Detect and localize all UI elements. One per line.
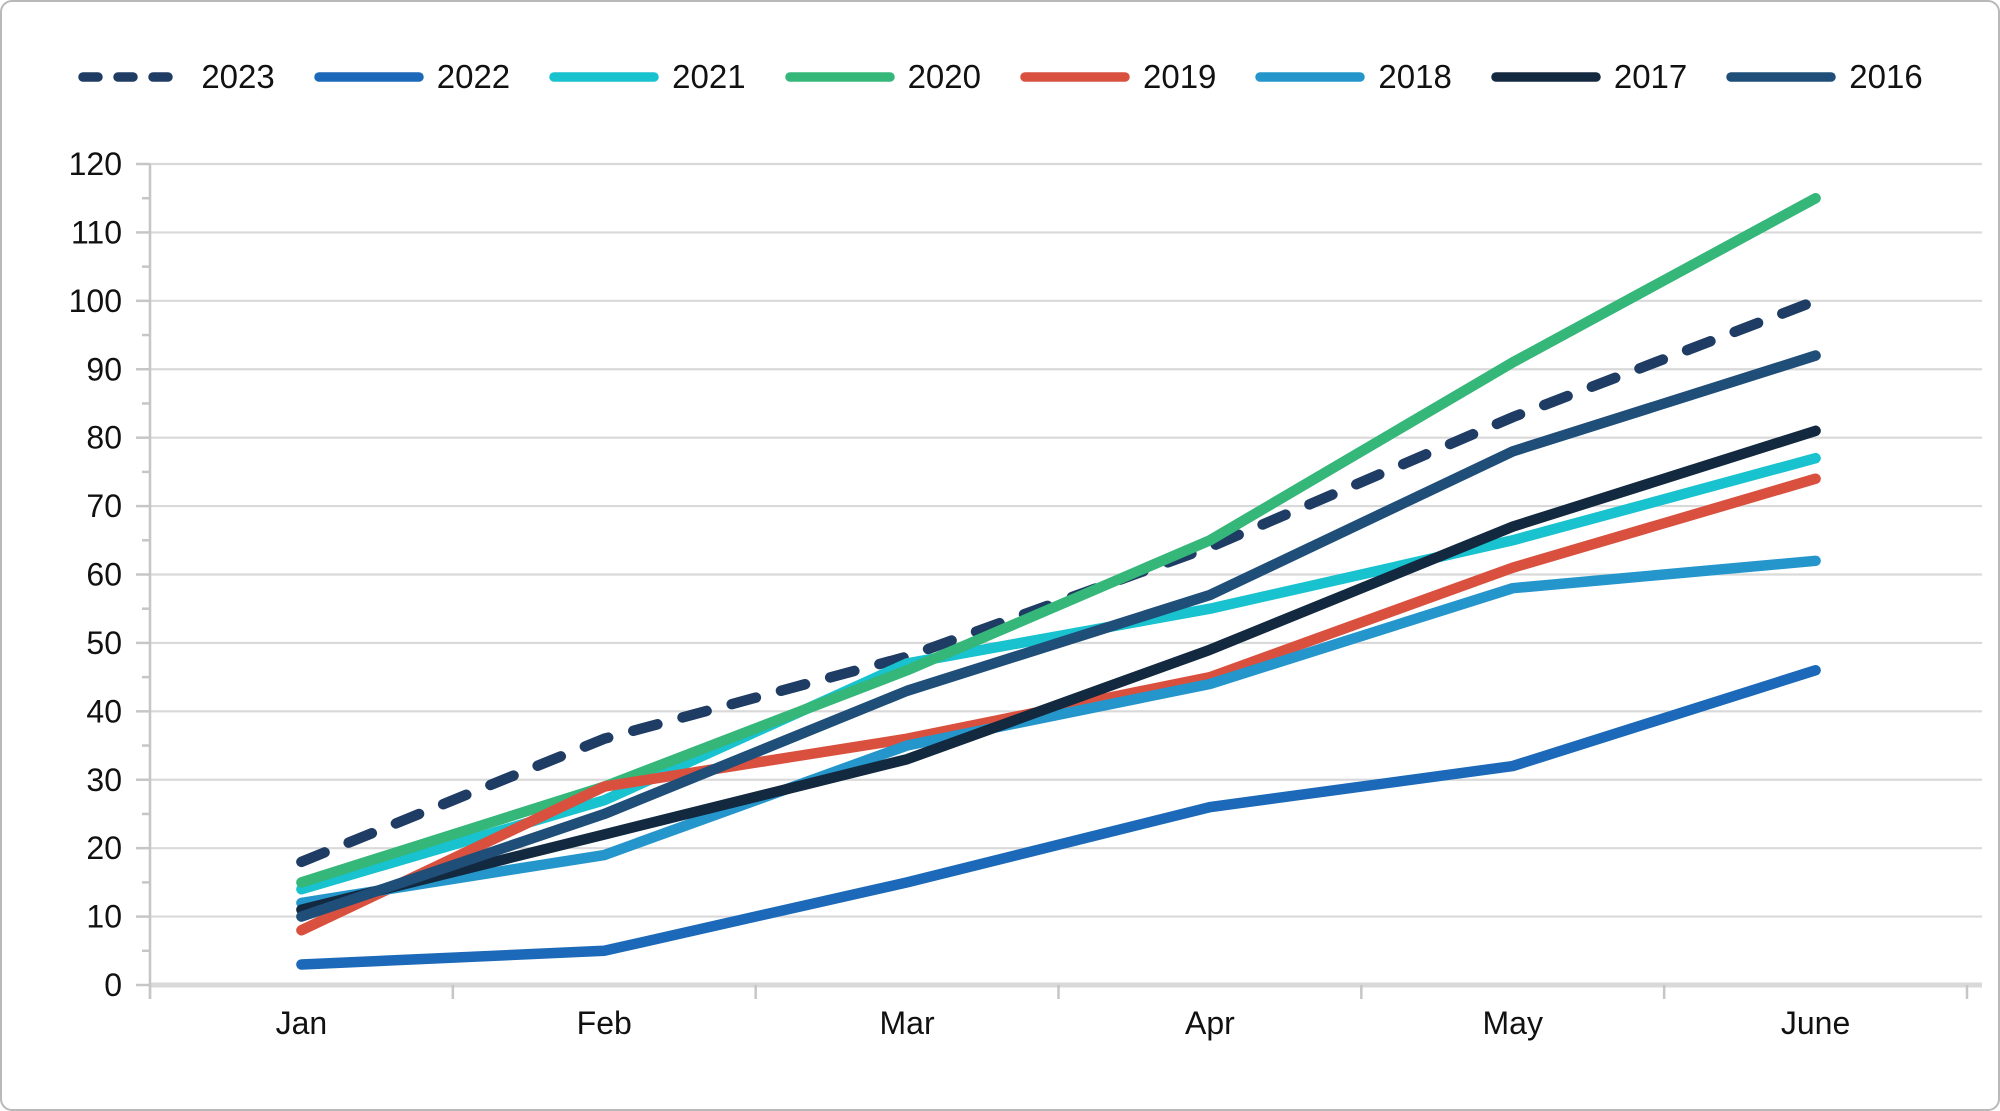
- legend-item-2022: 2022: [313, 60, 510, 93]
- legend-label-2023: 2023: [201, 58, 275, 95]
- legend-item-2020: 2020: [784, 60, 981, 93]
- legend-swatch-2020: [784, 71, 895, 82]
- y-tick-label-70: 70: [86, 488, 122, 524]
- y-tick-label-90: 90: [86, 351, 122, 387]
- legend-item-2019: 2019: [1019, 60, 1216, 93]
- legend-swatch-2023: [78, 71, 189, 82]
- series-line-2017: [296, 425, 1821, 915]
- x-tick-label-Apr: Apr: [1185, 1005, 1235, 1041]
- series-line-2023: [296, 295, 1821, 868]
- legend-item-2016: 2016: [1725, 58, 1923, 95]
- y-tick-label-60: 60: [86, 557, 122, 593]
- x-tick-label-Jan: Jan: [276, 1005, 328, 1041]
- y-tick-label-30: 30: [86, 762, 122, 798]
- y-tick-label-0: 0: [104, 967, 122, 1003]
- y-tick-label-40: 40: [86, 693, 122, 729]
- legend-label-2020: 2020: [907, 58, 981, 95]
- x-tick-label-Feb: Feb: [577, 1005, 632, 1041]
- legend-swatch-2022: [313, 71, 424, 82]
- legend-item-2021: 2021: [548, 58, 746, 95]
- series-line-2018: [296, 555, 1821, 909]
- series-line-2016: [296, 350, 1821, 922]
- legend-swatch-2021: [549, 71, 659, 82]
- y-tick-label-50: 50: [86, 625, 122, 661]
- legend-label-2017: 2017: [1613, 58, 1688, 95]
- y-tick-label-100: 100: [69, 283, 122, 319]
- legend-swatch-2016: [1726, 71, 1837, 82]
- y-tick-label-20: 20: [86, 830, 122, 866]
- series-line-2022: [296, 665, 1821, 970]
- y-tick-label-120: 120: [69, 146, 122, 182]
- legend-swatch-2019: [1020, 71, 1130, 82]
- legend-label-2016: 2016: [1849, 58, 1923, 95]
- series-line-2020: [296, 192, 1821, 888]
- legend-item-2023: 2023: [77, 58, 275, 95]
- y-tick-label-10: 10: [86, 899, 122, 935]
- legend-label-2021: 2021: [672, 58, 746, 95]
- y-tick-label-110: 110: [71, 214, 122, 250]
- legend-item-2017: 2017: [1490, 60, 1687, 93]
- x-tick-label-June: June: [1781, 1005, 1850, 1041]
- y-tick-label-80: 80: [86, 420, 122, 456]
- legend-label-2022: 2022: [436, 58, 511, 95]
- legend-item-2018: 2018: [1254, 58, 1452, 95]
- legend-swatch-2018: [1255, 71, 1366, 82]
- x-tick-label-May: May: [1483, 1005, 1543, 1041]
- legend-swatch-2017: [1491, 71, 1601, 82]
- chart-legend: 2023 2022 2021 2020 2019 2018 2017 2016: [2, 60, 1998, 93]
- legend-label-2018: 2018: [1378, 58, 1452, 95]
- legend-label-2019: 2019: [1143, 58, 1217, 95]
- x-tick-label-Mar: Mar: [880, 1005, 935, 1041]
